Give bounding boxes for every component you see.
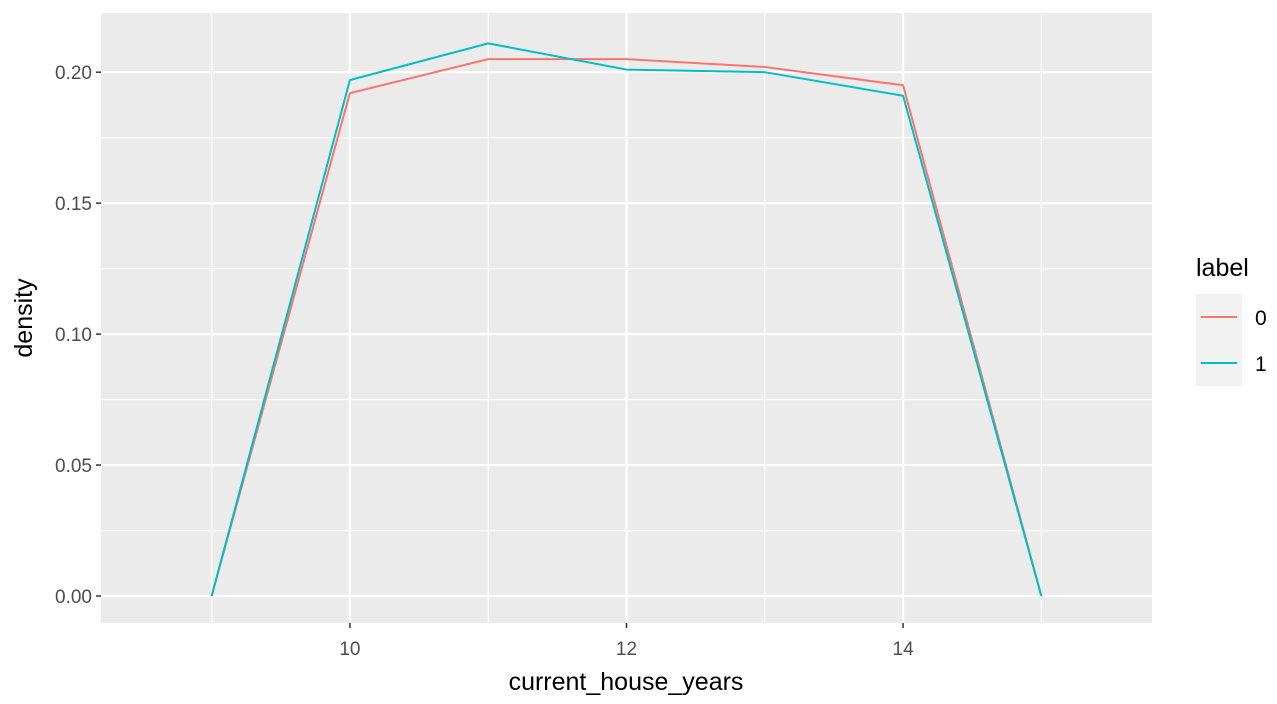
y-axis: 0.00 0.05 0.10 0.15 0.20	[55, 63, 101, 608]
x-axis-title: current_house_years	[509, 668, 744, 696]
y-tick-label-4: 0.20	[55, 63, 92, 84]
y-tick-label-3: 0.15	[55, 194, 92, 215]
series-line-0	[210, 58, 1043, 597]
y-tick-label-0: 0.00	[55, 587, 92, 608]
legend-label-1: 1	[1255, 353, 1267, 376]
x-tick-label-1: 12	[616, 639, 637, 660]
series-line-1	[210, 42, 1043, 597]
major-gridlines	[101, 13, 1152, 623]
y-axis-title: density	[10, 278, 38, 358]
x-axis: 10 12 14	[339, 623, 914, 660]
y-tick-label-2: 0.10	[55, 325, 92, 346]
legend-label-0: 0	[1255, 307, 1267, 330]
series-lines	[210, 42, 1043, 597]
legend-keys: 01	[1196, 294, 1267, 386]
legend: label 01	[1196, 254, 1267, 386]
x-tick-label-2: 14	[893, 639, 915, 660]
y-tick-label-1: 0.05	[55, 456, 92, 477]
legend-title: label	[1196, 254, 1249, 282]
x-tick-label-0: 10	[339, 639, 360, 660]
